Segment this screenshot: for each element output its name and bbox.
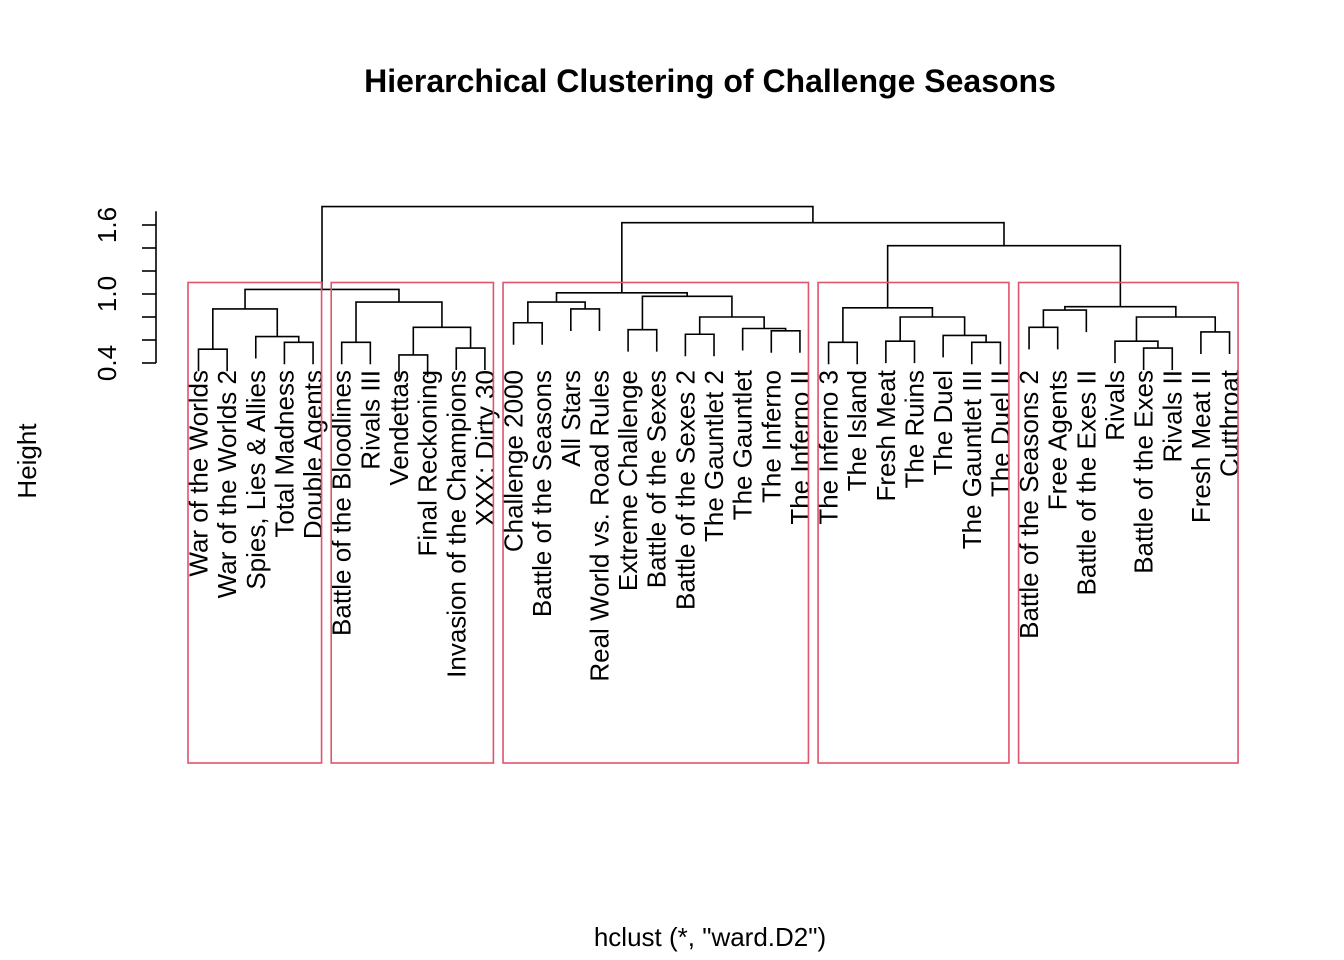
dendrogram-branch bbox=[570, 308, 601, 331]
dendrogram-branch bbox=[842, 307, 934, 343]
leaf-label: Double Agents bbox=[298, 370, 328, 539]
dendrogram-branch bbox=[827, 341, 859, 365]
dendrogram-branch bbox=[355, 301, 443, 343]
leaf-label: The Duel II bbox=[985, 370, 1015, 497]
y-axis: 0.4 1.0 1.6 bbox=[92, 207, 157, 381]
dendrogram-branch bbox=[1135, 316, 1217, 342]
dendrogram-branch bbox=[970, 341, 1002, 365]
leaf-label: Free Agents bbox=[1043, 370, 1073, 510]
leaf-label: Rivals bbox=[1100, 370, 1130, 441]
leaf-label: Battle of the Seasons bbox=[527, 370, 557, 617]
dendrogram-branch bbox=[741, 327, 787, 351]
dendrogram-branch bbox=[254, 335, 300, 359]
cluster-box bbox=[1017, 281, 1239, 764]
dendrogram-branch bbox=[321, 205, 814, 290]
y-axis-label: Height bbox=[12, 423, 42, 499]
leaf-label: The Island bbox=[842, 370, 872, 491]
dendrogram-branch bbox=[283, 341, 314, 365]
y-tick-label: 1.6 bbox=[92, 207, 122, 243]
leaf-label: The Duel bbox=[928, 370, 958, 476]
leaf-label: Fresh Meat II bbox=[1186, 370, 1216, 523]
dendrogram-branch bbox=[512, 321, 543, 345]
cluster-box bbox=[502, 281, 810, 764]
dendrogram-branch bbox=[1064, 305, 1177, 317]
dendrogram-branch bbox=[770, 330, 801, 353]
leaf-label: Rivals III bbox=[355, 370, 385, 470]
dendrogram-branch bbox=[197, 348, 228, 372]
cluster-box bbox=[187, 281, 323, 764]
leaf-label: Invasion of the Champions bbox=[441, 370, 471, 678]
dendrogram-branch bbox=[885, 340, 916, 364]
dendrogram-branch bbox=[684, 333, 715, 357]
leaf-label: The Ruins bbox=[900, 370, 930, 489]
dendrogram-branch bbox=[698, 316, 765, 335]
leaf-label: War of the Worlds 2 bbox=[212, 370, 242, 598]
dendrogram-branch bbox=[886, 244, 1122, 308]
leaf-label: XXX: Dirty 30 bbox=[470, 370, 500, 526]
leaf-label: Final Reckoning bbox=[413, 370, 443, 556]
leaf-label: Extreme Challenge bbox=[613, 370, 643, 591]
leaf-label: Battle of the Exes II bbox=[1071, 370, 1101, 595]
dendrogram-branch bbox=[1142, 347, 1174, 371]
dendrogram-branch bbox=[527, 301, 586, 323]
dendrogram-branch bbox=[1200, 331, 1231, 354]
dendrogram-branch bbox=[1042, 309, 1088, 333]
dendrogram-branch bbox=[412, 326, 472, 355]
chart-title: Hierarchical Clustering of Challenge Sea… bbox=[364, 63, 1056, 99]
leaf-label: Total Madness bbox=[269, 370, 299, 538]
leaf-label: Cutthroat bbox=[1215, 369, 1245, 477]
dendrogram-branch bbox=[942, 334, 987, 358]
dendrogram-branch bbox=[627, 328, 658, 352]
leaf-label: The Gauntlet 2 bbox=[699, 370, 729, 542]
leaf-label: The Gauntlet bbox=[728, 369, 758, 520]
dendrogram-branch bbox=[455, 347, 486, 371]
dendrogram-branch bbox=[555, 292, 688, 303]
dendrogram-branch bbox=[1114, 340, 1159, 364]
cluster-box bbox=[817, 281, 1010, 764]
leaf-label: Fresh Meat bbox=[871, 369, 901, 501]
cluster-boxes bbox=[187, 281, 1239, 764]
leaf-label: The Inferno II bbox=[785, 370, 815, 525]
cluster-box bbox=[330, 281, 495, 764]
leaf-label: Real World vs. Road Rules bbox=[584, 370, 614, 682]
dendrogram-branch bbox=[1028, 326, 1059, 350]
dendrogram-branch bbox=[899, 316, 966, 342]
x-axis-label: hclust (*, "ward.D2") bbox=[594, 922, 826, 952]
dendrogram-branch bbox=[340, 341, 372, 365]
leaf-label: All Stars bbox=[556, 370, 586, 467]
leaf-label: Spies, Lies & Allies bbox=[241, 370, 271, 590]
dendrogram-branch bbox=[641, 295, 733, 330]
leaf-label: Vendettas bbox=[384, 370, 414, 486]
leaf-label: The Gauntlet III bbox=[957, 370, 987, 549]
leaf-label: Rivals II bbox=[1157, 370, 1187, 462]
dendrogram-branches bbox=[197, 205, 1231, 377]
leaf-label: The Inferno bbox=[756, 370, 786, 503]
leaf-label: Battle of the Exes bbox=[1129, 370, 1159, 574]
y-tick-label: 0.4 bbox=[92, 345, 122, 381]
leaf-label: Battle of the Sexes 2 bbox=[670, 370, 700, 610]
leaf-label: Battle of the Sexes bbox=[642, 370, 672, 588]
dendrogram-branch bbox=[212, 308, 279, 350]
y-tick-label: 1.0 bbox=[92, 276, 122, 312]
